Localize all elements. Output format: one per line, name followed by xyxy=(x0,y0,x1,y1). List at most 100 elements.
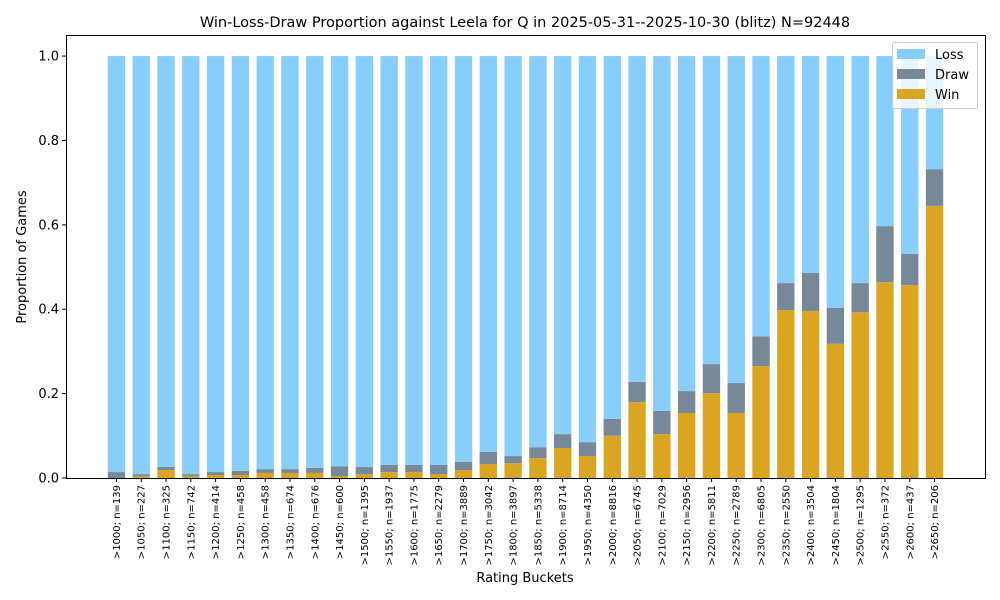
plot-frame xyxy=(66,35,986,479)
x-tick-label: >1500; n=1395 xyxy=(360,485,371,566)
bar-draw xyxy=(777,283,795,311)
bar-win xyxy=(182,476,200,478)
bar-draw xyxy=(603,418,621,436)
bar-loss xyxy=(801,56,820,273)
bar-draw xyxy=(554,434,572,449)
bar-draw xyxy=(628,381,646,403)
bar-win xyxy=(281,472,299,478)
bar-win xyxy=(851,312,869,478)
bar-loss xyxy=(727,56,745,384)
x-tick-label: >1250; n=458 xyxy=(236,485,247,559)
x-tick-label: >1350; n=674 xyxy=(285,485,296,559)
x-tick-label: >1950; n=4350 xyxy=(583,485,594,566)
bar-loss xyxy=(380,56,398,465)
legend: Loss Draw Win xyxy=(892,42,978,109)
bar-loss xyxy=(107,56,126,473)
bar-draw xyxy=(653,410,671,435)
bar-draw xyxy=(405,464,423,473)
legend-label-loss: Loss xyxy=(935,48,964,63)
bar-draw xyxy=(727,383,745,414)
x-tick-label: >1400; n=676 xyxy=(310,485,321,559)
y-tick-label: 0.0 xyxy=(38,472,59,487)
bar-win xyxy=(727,413,745,478)
x-tick-label: >2050; n=6745 xyxy=(633,485,644,566)
bar-draw xyxy=(925,169,944,206)
bar-win xyxy=(554,448,572,478)
bar-loss xyxy=(603,56,621,419)
bar-draw xyxy=(182,474,200,477)
bar-draw xyxy=(851,283,869,313)
bar-win xyxy=(653,434,671,478)
bar-win xyxy=(628,402,646,478)
x-axis-label: Rating Buckets xyxy=(476,571,574,586)
bar-draw xyxy=(355,467,374,475)
bar-loss xyxy=(529,56,547,448)
bar-loss xyxy=(182,56,200,475)
x-tick-label: >1450; n=600 xyxy=(335,485,346,559)
bar-loss xyxy=(851,56,869,284)
bar-loss xyxy=(256,56,274,470)
bar-win xyxy=(925,205,944,478)
bar-draw xyxy=(826,307,845,344)
bar-loss xyxy=(752,56,770,337)
y-tick-label: 1.0 xyxy=(38,50,59,65)
chart-title: Win-Loss-Draw Proportion against Leela f… xyxy=(200,15,850,31)
x-tick-label: >1100; n=325 xyxy=(162,485,173,559)
x-tick-label: >2500; n=1295 xyxy=(856,485,867,566)
bar-draw xyxy=(504,456,522,464)
bar-draw xyxy=(529,447,547,459)
x-tick-label: >1050; n=227 xyxy=(137,485,148,559)
bar-loss xyxy=(206,56,225,473)
bar-win xyxy=(504,463,522,478)
bar-loss xyxy=(405,56,423,465)
legend-label-win: Win xyxy=(935,88,959,103)
bar-draw xyxy=(578,442,597,457)
bar-draw xyxy=(206,472,225,476)
legend-swatch-loss xyxy=(897,49,925,59)
bar-draw xyxy=(702,364,721,394)
x-tick-label: >1650; n=2279 xyxy=(434,485,445,566)
bar-draw xyxy=(107,472,126,478)
bar-loss xyxy=(677,56,696,392)
bar-win xyxy=(702,393,721,478)
bar-win xyxy=(355,474,374,478)
x-tick-label: >2550; n=372 xyxy=(880,485,891,559)
x-tick-label: >1550; n=1937 xyxy=(385,485,396,566)
bar-win xyxy=(777,310,795,478)
bar-loss xyxy=(554,56,572,435)
x-tick-label: >2400; n=3504 xyxy=(806,485,817,566)
bar-win xyxy=(752,366,770,478)
x-tick-label: >1800; n=3897 xyxy=(509,485,520,566)
bar-win xyxy=(330,476,349,478)
bar-win xyxy=(132,476,150,478)
bar-loss xyxy=(876,56,894,227)
x-tick-label: >1850; n=5338 xyxy=(533,485,544,566)
bar-win xyxy=(479,464,497,478)
bar-draw xyxy=(281,469,299,473)
bar-loss xyxy=(504,56,522,457)
bar-draw xyxy=(454,461,473,470)
bar-loss xyxy=(281,56,299,470)
x-tick-label: >2100; n=7029 xyxy=(657,485,668,566)
bar-loss xyxy=(430,56,448,465)
bar-win xyxy=(801,310,820,478)
bar-win xyxy=(430,474,448,478)
legend-label-draw: Draw xyxy=(935,68,969,83)
bar-draw xyxy=(256,469,274,473)
bar-draw xyxy=(876,226,894,283)
bar-draw xyxy=(677,391,696,414)
bar-draw xyxy=(157,467,175,470)
bar-draw xyxy=(231,470,250,476)
y-tick-label: 0.8 xyxy=(38,134,59,149)
bar-win xyxy=(826,343,845,478)
bar-win xyxy=(157,469,175,478)
x-tick-label: >2650; n=206 xyxy=(930,485,941,559)
bar-win xyxy=(206,475,225,478)
bar-loss xyxy=(702,56,721,365)
x-tick-label: >2600; n=437 xyxy=(905,485,916,559)
bar-loss xyxy=(479,56,497,452)
bar-draw xyxy=(801,272,820,311)
bar-win xyxy=(454,469,473,478)
x-tick-label: >1900; n=8714 xyxy=(558,485,569,566)
